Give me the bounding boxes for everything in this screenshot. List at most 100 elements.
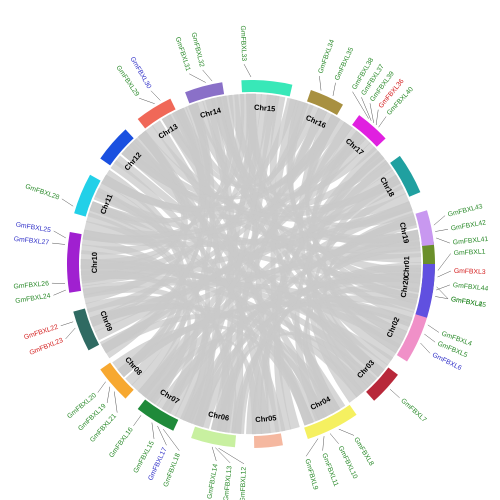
gene-label-gmfbxl9: GmFBXL9 [303,458,319,491]
gene-tick [435,229,449,232]
chromosome-arc-chr12 [100,129,134,166]
chromosome-arc-chr20 [415,264,435,318]
gene-label-gmfbxl18: GmFBXL18 [163,452,182,488]
gene-tick [60,321,74,327]
synteny-link [179,94,277,423]
synteny-links [80,93,422,435]
gene-label-gmfbxl12: GmFBXL12 [239,467,247,500]
chromosome-label-chr05: Chr05 [255,413,277,424]
gene-tick [52,242,66,245]
synteny-link [286,99,421,293]
synteny-link [82,132,367,244]
synteny-link [121,93,251,198]
gene-label-gmfbxl33: GmFBXL33 [239,26,247,62]
gene-tick [352,91,369,119]
gene-tick [338,428,355,436]
chromosome-arc-chr13 [137,98,176,129]
gene-label-gmfbxl31: GmFBXL31 [174,36,192,72]
gene-tick [65,327,76,340]
synteny-link [166,104,320,189]
gene-tick [322,436,325,451]
gene-tick [150,90,161,101]
chromosome-arc-chr04 [304,404,357,439]
gene-label-gmfbxl25: GmFBXL25 [15,221,51,234]
gene-tick [427,324,440,333]
gene-tick [133,415,142,426]
gene-tick [113,391,118,413]
synteny-link [304,114,415,228]
chromosome-arc-chr08 [100,362,134,399]
gene-tick [243,64,252,78]
gene-tick [305,438,319,457]
chromosome-arc-chr14 [185,82,225,104]
gene-tick [53,289,66,296]
chromosome-arc-chr09 [73,308,100,351]
gene-tick [436,237,450,244]
chromosome-label-chr19: Chr19 [398,221,411,244]
synteny-link [85,295,214,428]
synteny-link [210,96,385,378]
chromosome-arc-chr06 [191,426,237,448]
gene-tick [202,69,213,82]
chromosome-arc-chr18 [390,155,421,197]
gene-label-gmfbxl3: GmFBXL3 [454,268,486,276]
gene-label-gmfbxl13: GmFBXL13 [223,465,234,500]
chromosome-label-chr15: Chr15 [254,103,276,114]
gene-label-gmfbxl8: GmFBXL8 [352,436,374,467]
synteny-link [303,285,420,417]
gene-tick [361,97,372,121]
synteny-link [234,273,421,435]
gene-tick [97,381,106,393]
gene-tick [211,446,217,462]
gene-tick [389,388,400,399]
gene-label-gmfbxl10: GmFBXL10 [337,445,359,480]
synteny-link [97,182,183,378]
gene-tick [437,253,451,271]
gene-label-gmfbxl28: GmFBXL28 [24,183,60,201]
gene-tick [189,73,206,83]
chromosome-label-chr01: Chr01 [402,256,411,277]
gene-tick [61,198,74,207]
synteny-link [251,238,421,435]
gene-label-gmfbxl45: GmFBXL45 [450,296,486,309]
gene-tick [375,109,379,126]
gene-tick [332,82,336,96]
gene-tick [437,270,451,278]
gene-tick [106,386,111,403]
gene-label-gmfbxl26: GmFBXL26 [13,280,49,290]
gene-tick [378,116,387,128]
gene-tick [420,342,431,354]
gene-label-gmfbxl7: GmFBXL7 [399,397,427,424]
gene-tick [139,97,155,104]
gene-label-gmfbxl24: GmFBXL24 [15,293,51,306]
gene-tick [157,425,167,446]
chromosome-arc-chr15 [241,80,293,97]
chromosome-arc-chr17 [352,115,386,147]
gene-label-gmfbxl1: GmFBXL1 [454,249,486,258]
gene-tick [435,296,449,299]
gene-tick [53,230,66,239]
gene-label-gmfbxl34: GmFBXL34 [317,39,336,75]
gene-label-gmfbxl32: GmFBXL32 [190,32,205,68]
gene-label-gmfbxl14: GmFBXL14 [206,463,219,499]
synteny-link [82,279,413,327]
gene-tick [151,422,155,439]
synteny-link [80,270,191,407]
chromosome-label-chr20: Chr20 [399,276,411,298]
chromosome-arc-chr11 [74,174,101,217]
gene-label-gmfbxl22: GmFBXL22 [23,324,59,342]
gene-label-gmfbxl42: GmFBXL42 [450,219,486,232]
synteny-link [82,93,245,243]
gene-label-gmfbxl41: GmFBXL41 [453,236,489,247]
synteny-link [210,262,422,432]
chromosome-label-chr10: Chr10 [90,252,99,273]
gene-label-gmfbxl27: GmFBXL27 [13,236,49,247]
gene-label-gmfbxl35: GmFBXL35 [334,46,355,81]
chromosome-arc-chr16 [306,90,343,116]
chromosome-arc-chr19 [415,210,434,247]
gene-tick [369,103,374,123]
gene-label-gmfbxl44: GmFBXL44 [452,282,488,293]
chromosome-arc-chr10 [66,232,82,293]
